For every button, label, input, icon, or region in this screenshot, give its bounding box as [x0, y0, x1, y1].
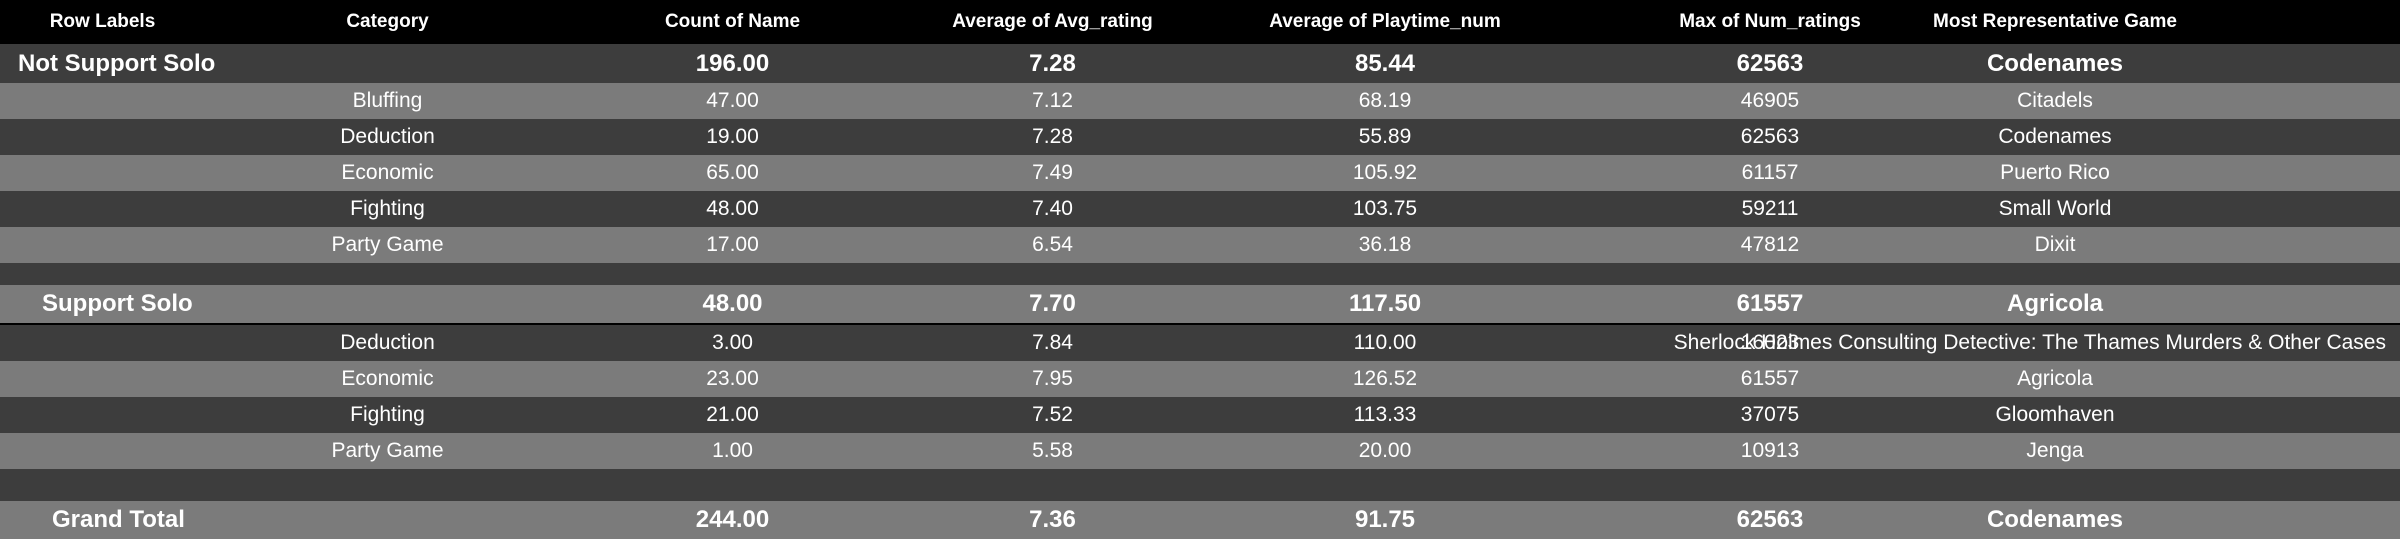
max-ratings-cell: 61157	[1741, 161, 1799, 184]
header-row-labels[interactable]: Row Labels	[49, 11, 156, 32]
game-cell: Dixit	[2034, 233, 2076, 256]
game-cell: Sherlock Holmes Consulting Detective: Th…	[1673, 331, 2386, 354]
category-cell: Economic	[341, 367, 434, 390]
header-category[interactable]: Category	[346, 11, 429, 32]
avg-rating-cell: 7.49	[1032, 161, 1073, 184]
grand-total-avg-playtime: 91.75	[1354, 506, 1416, 533]
avg-playtime-cell: 105.92	[1352, 161, 1418, 184]
avg-playtime-cell: 68.19	[1358, 89, 1412, 112]
max-ratings-cell: 47812	[1740, 233, 1800, 256]
game-cell: Jenga	[2026, 439, 2084, 462]
group-max-ratings: 61557	[1736, 290, 1804, 317]
category-cell: Fighting	[350, 197, 425, 220]
grand-total-game: Codenames	[1986, 506, 2124, 533]
avg-playtime-cell: 55.89	[1358, 125, 1412, 148]
group-game: Agricola	[2006, 290, 2104, 317]
count-cell: 3.00	[712, 331, 753, 354]
max-ratings-cell: 10913	[1740, 439, 1800, 462]
count-cell: 1.00	[712, 439, 753, 462]
category-cell: Deduction	[340, 331, 435, 354]
group-label: Not Support Solo	[18, 49, 216, 77]
group-avg-rating: 7.70	[1029, 290, 1076, 317]
header-row: Row Labels Category Count of Name Averag…	[0, 0, 2400, 44]
grand-total-label: Grand Total	[52, 506, 185, 533]
game-cell: Citadels	[2017, 89, 2093, 112]
group-avg-rating: 7.28	[1029, 49, 1076, 77]
avg-rating-cell: 6.54	[1032, 233, 1073, 256]
group-count: 196.00	[695, 49, 770, 77]
avg-rating-cell: 5.58	[1032, 439, 1073, 462]
table-row[interactable]: Party Game 1.00 5.58 20.00 10913 Jenga	[0, 433, 2400, 469]
avg-rating-cell: 7.52	[1032, 403, 1073, 426]
table-row[interactable]: Party Game 17.00 6.54 36.18 47812 Dixit	[0, 227, 2400, 263]
avg-playtime-cell: 20.00	[1358, 439, 1412, 462]
count-cell: 19.00	[706, 125, 759, 148]
max-ratings-cell: 62563	[1740, 125, 1800, 148]
blank-row	[0, 469, 2400, 501]
grand-total-count: 244.00	[695, 506, 770, 533]
avg-rating-cell: 7.95	[1032, 367, 1073, 390]
group-game: Codenames	[1986, 49, 2124, 77]
grand-total-avg-rating: 7.36	[1029, 506, 1076, 533]
max-ratings-cell: 61557	[1740, 367, 1800, 390]
header-avg-rating[interactable]: Average of Avg_rating	[952, 11, 1153, 32]
count-cell: 47.00	[706, 89, 759, 112]
group-max-ratings: 62563	[1736, 49, 1804, 77]
avg-playtime-cell: 36.18	[1358, 233, 1412, 256]
game-cell: Small World	[1998, 197, 2112, 220]
header-game[interactable]: Most Representative Game	[1933, 11, 2177, 32]
grand-total-max-ratings: 62563	[1736, 506, 1804, 533]
table-row[interactable]: Fighting 48.00 7.40 103.75 59211 Small W…	[0, 191, 2400, 227]
category-cell: Party Game	[331, 233, 444, 256]
table-row[interactable]: Deduction 3.00 7.84 110.00 16023 Sherloc…	[0, 323, 2400, 361]
table-row[interactable]: Economic 23.00 7.95 126.52 61557 Agricol…	[0, 361, 2400, 397]
table-row[interactable]: Bluffing 47.00 7.12 68.19 46905 Citadels	[0, 83, 2400, 119]
max-ratings-cell: 46905	[1740, 89, 1800, 112]
header-max-ratings[interactable]: Max of Num_ratings	[1679, 11, 1861, 32]
table-row[interactable]: Deduction 19.00 7.28 55.89 62563 Codenam…	[0, 119, 2400, 155]
group-avg-playtime: 85.44	[1354, 49, 1416, 77]
max-ratings-cell: 16023	[1740, 331, 1800, 354]
group-row-support-solo[interactable]: Support Solo 48.00 7.70 117.50 61557 Agr…	[0, 285, 2400, 323]
grand-total-row[interactable]: Grand Total 244.00 7.36 91.75 62563 Code…	[0, 501, 2400, 539]
group-count: 48.00	[702, 290, 763, 317]
max-ratings-cell: 59211	[1741, 197, 1799, 220]
group-label: Support Solo	[42, 290, 193, 317]
max-ratings-cell: 37075	[1740, 403, 1800, 426]
avg-rating-cell: 7.40	[1032, 197, 1073, 220]
table-row[interactable]: Economic 65.00 7.49 105.92 61157 Puerto …	[0, 155, 2400, 191]
category-cell: Deduction	[340, 125, 435, 148]
header-count[interactable]: Count of Name	[664, 11, 801, 32]
category-cell: Party Game	[331, 439, 444, 462]
avg-rating-cell: 7.28	[1032, 125, 1073, 148]
game-cell: Codenames	[1998, 125, 2112, 148]
count-cell: 23.00	[706, 367, 759, 390]
count-cell: 65.00	[706, 161, 759, 184]
category-cell: Bluffing	[352, 89, 423, 112]
avg-rating-cell: 7.84	[1032, 331, 1073, 354]
count-cell: 17.00	[706, 233, 759, 256]
category-cell: Economic	[341, 161, 434, 184]
game-cell: Puerto Rico	[2000, 161, 2110, 184]
blank-row	[0, 263, 2400, 285]
count-cell: 48.00	[706, 197, 759, 220]
game-cell: Gloomhaven	[1995, 403, 2115, 426]
table-row[interactable]: Fighting 21.00 7.52 113.33 37075 Gloomha…	[0, 397, 2400, 433]
avg-playtime-cell: 110.00	[1353, 331, 1417, 354]
count-cell: 21.00	[706, 403, 759, 426]
game-cell: Agricola	[2017, 367, 2093, 390]
avg-playtime-cell: 113.33	[1353, 403, 1417, 426]
avg-rating-cell: 7.12	[1032, 89, 1073, 112]
group-row-not-support-solo[interactable]: Not Support Solo 196.00 7.28 85.44 62563…	[0, 44, 2400, 83]
header-avg-playtime[interactable]: Average of Playtime_num	[1269, 11, 1501, 32]
avg-playtime-cell: 126.52	[1352, 367, 1418, 390]
avg-playtime-cell: 103.75	[1352, 197, 1418, 220]
group-avg-playtime: 117.50	[1348, 290, 1422, 317]
category-cell: Fighting	[350, 403, 425, 426]
